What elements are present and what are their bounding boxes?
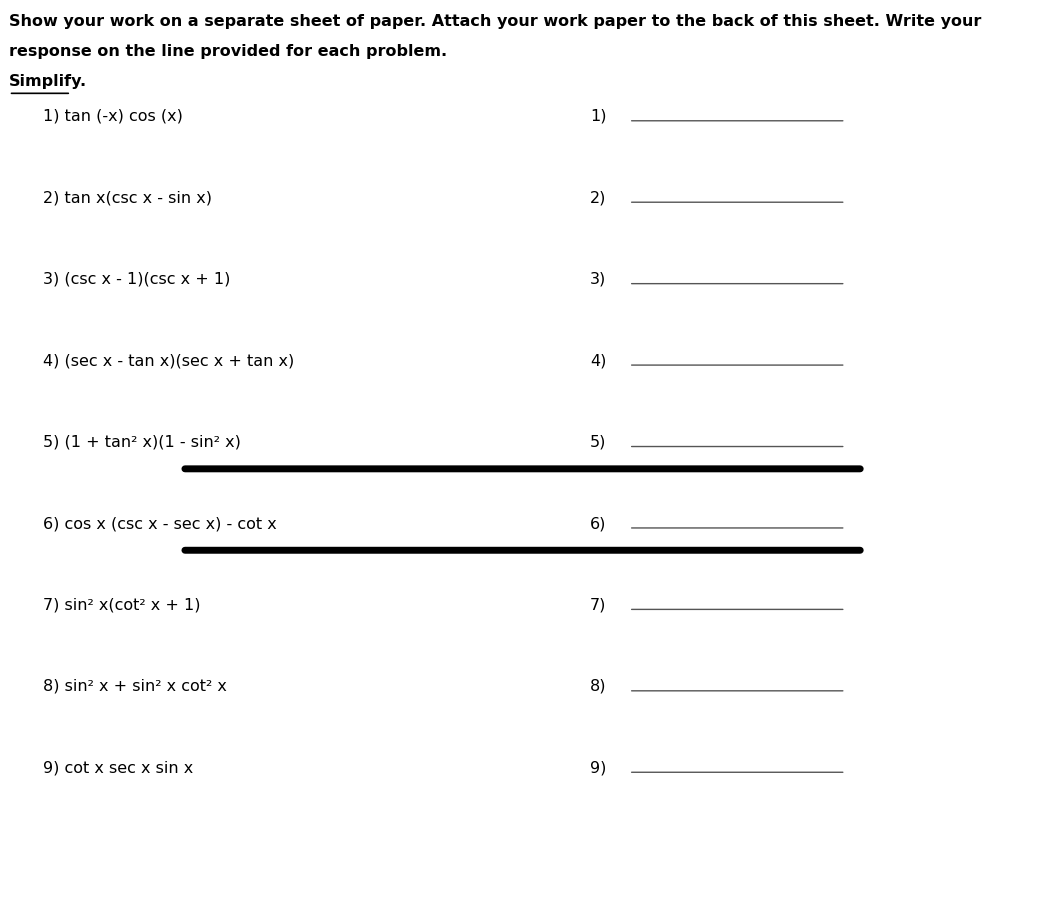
Text: 7) sin² x(cot² x + 1): 7) sin² x(cot² x + 1) bbox=[44, 597, 201, 612]
Text: 3): 3) bbox=[590, 272, 606, 286]
Text: 4): 4) bbox=[590, 353, 606, 368]
Text: 7): 7) bbox=[590, 597, 606, 612]
Text: 1) tan (-x) cos (x): 1) tan (-x) cos (x) bbox=[44, 109, 183, 124]
Text: 8) sin² x + sin² x cot² x: 8) sin² x + sin² x cot² x bbox=[44, 679, 227, 694]
Text: Simplify.: Simplify. bbox=[8, 74, 86, 89]
Text: 3) (csc x - 1)(csc x + 1): 3) (csc x - 1)(csc x + 1) bbox=[44, 272, 231, 286]
Text: 5): 5) bbox=[590, 435, 606, 449]
Text: 6): 6) bbox=[590, 516, 606, 531]
Text: 4) (sec x - tan x)(sec x + tan x): 4) (sec x - tan x)(sec x + tan x) bbox=[44, 353, 295, 368]
Text: 9): 9) bbox=[590, 760, 606, 775]
Text: 2): 2) bbox=[590, 190, 606, 205]
Text: 5) (1 + tan² x)(1 - sin² x): 5) (1 + tan² x)(1 - sin² x) bbox=[44, 435, 242, 449]
Text: response on the line provided for each problem.: response on the line provided for each p… bbox=[8, 44, 447, 59]
Text: 9) cot x sec x sin x: 9) cot x sec x sin x bbox=[44, 760, 194, 775]
Text: 8): 8) bbox=[590, 679, 606, 694]
Text: 6) cos x (csc x - sec x) - cot x: 6) cos x (csc x - sec x) - cot x bbox=[44, 516, 277, 531]
Text: 2) tan x(csc x - sin x): 2) tan x(csc x - sin x) bbox=[44, 190, 212, 205]
Text: 1): 1) bbox=[590, 109, 606, 124]
Text: Show your work on a separate sheet of paper. Attach your work paper to the back : Show your work on a separate sheet of pa… bbox=[8, 14, 981, 28]
